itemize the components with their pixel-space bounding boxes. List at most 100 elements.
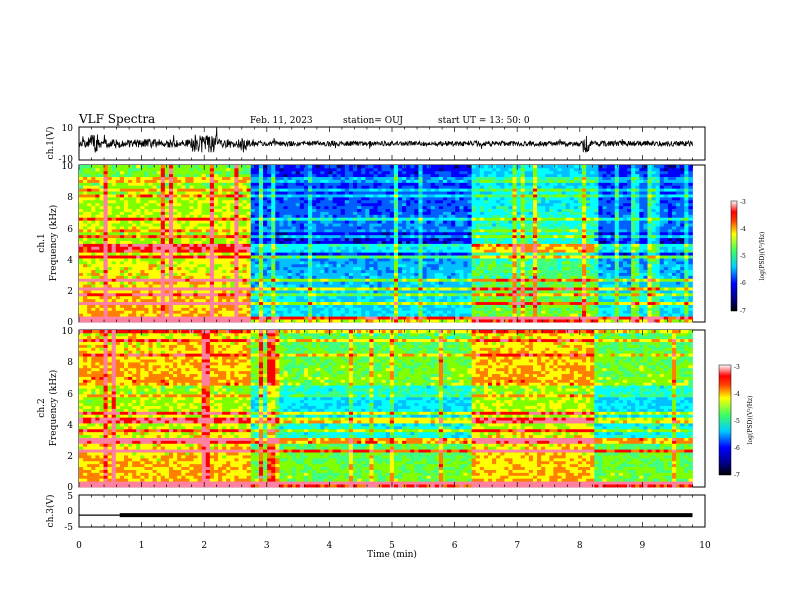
spectrogram-cell	[115, 237, 121, 241]
spectrogram-cell	[144, 223, 149, 227]
spectrogram-cell	[385, 255, 391, 259]
spectrogram-cell	[254, 246, 260, 250]
spectrogram-cell	[160, 266, 166, 271]
spectrogram-cell	[238, 281, 243, 285]
spectrogram-cell	[422, 249, 428, 253]
spectrogram-cell	[160, 234, 166, 239]
spectrogram-cell	[107, 170, 113, 175]
spectrogram-cell	[144, 281, 149, 285]
spectrogram-cell	[385, 272, 391, 276]
spectrogram-cell	[275, 284, 280, 288]
spectrogram-cell	[320, 205, 325, 210]
spectrogram-cell	[393, 223, 399, 227]
spectrogram-cell	[111, 281, 117, 285]
spectrogram-cell	[95, 228, 100, 233]
spectrogram-cell	[279, 258, 284, 262]
spectrogram-cell	[197, 249, 203, 253]
spectrogram-cell	[242, 223, 248, 227]
spectrogram-cell	[107, 269, 113, 273]
spectrogram-cell	[181, 194, 186, 198]
spectrogram-cell	[250, 252, 256, 256]
spectrogram-cell	[197, 167, 203, 172]
spectrogram-cell	[303, 211, 309, 215]
spectrogram-cell	[422, 182, 428, 186]
spectrogram-cell	[357, 208, 362, 212]
spectrogram-cell	[222, 228, 227, 233]
spectrogram-cell	[320, 226, 325, 230]
spectrogram-cell	[320, 298, 325, 303]
spectrogram-cell	[254, 255, 260, 259]
spectrogram-cell	[402, 231, 407, 236]
spectrogram-cell	[348, 290, 354, 294]
spectrogram-cell	[95, 258, 100, 262]
spectrogram-cell	[287, 182, 293, 186]
spectrogram-cell	[254, 304, 260, 308]
spectrogram-cell	[193, 252, 199, 256]
spectrogram-cell	[438, 182, 444, 186]
spectrogram-cell	[336, 185, 342, 189]
spectrogram-cell	[230, 170, 235, 175]
spectrogram-cell	[316, 211, 321, 215]
spectrogram-cell	[361, 170, 366, 175]
spectrogram-cell	[152, 319, 158, 323]
spectrogram-cell	[201, 237, 207, 241]
spectrogram-cell	[128, 234, 133, 239]
spectrogram-cell	[365, 226, 370, 230]
spectrogram-cell	[99, 319, 104, 323]
spectrogram-cell	[381, 266, 387, 271]
spectrogram-cell	[140, 275, 145, 279]
spectrogram-cell	[303, 260, 309, 265]
spectrogram-cell	[226, 307, 231, 311]
spectrogram-cell	[295, 211, 301, 215]
spectrogram-cell	[95, 220, 100, 224]
spectrogram-cell	[226, 237, 231, 241]
spectrogram-cell	[156, 252, 162, 256]
spectrogram-cell	[308, 199, 313, 204]
spectrogram-cell	[291, 295, 297, 300]
spectrogram-cell	[406, 202, 411, 207]
spectrogram-cell	[316, 205, 321, 210]
spectrogram-cell	[320, 319, 325, 323]
spectrogram-cell	[344, 281, 350, 285]
spectrogram-cell	[434, 211, 440, 215]
spectrogram-cell	[324, 223, 329, 227]
spectrogram-cell	[385, 228, 391, 233]
spectrogram-cell	[91, 295, 96, 300]
spectrogram-cell	[336, 243, 342, 247]
spectrogram-cell	[234, 170, 239, 175]
spectrogram-cell	[316, 278, 321, 282]
spectrogram-cell	[430, 226, 436, 230]
spectrogram-cell	[95, 170, 100, 175]
spectrogram-cell	[160, 269, 166, 273]
spectrogram-cell	[308, 272, 313, 276]
spectrogram-cell	[344, 231, 350, 236]
spectrogram-cell	[173, 246, 178, 250]
spectrogram-cell	[303, 319, 309, 323]
spectrogram-cell	[393, 191, 399, 195]
spectrogram-cell	[381, 292, 387, 297]
spectrogram-cell	[279, 202, 284, 207]
spectrogram-cell	[447, 287, 452, 291]
spectrogram-cell	[246, 284, 252, 288]
spectrogram-cell	[181, 173, 186, 178]
spectrogram-cell	[381, 199, 387, 204]
spectrogram-cell	[193, 176, 199, 180]
spectrogram-cell	[91, 292, 96, 297]
spectrogram-cell	[197, 281, 203, 285]
spectrogram-cell	[357, 170, 362, 175]
spectrogram-cell	[173, 188, 178, 192]
spectrogram-cell	[291, 188, 297, 192]
spectrogram-cell	[402, 287, 407, 291]
spectrogram-cell	[209, 275, 215, 279]
spectrogram-cell	[99, 167, 104, 172]
spectrogram-cell	[344, 205, 350, 210]
spectrogram-cell	[320, 255, 325, 259]
spectrogram-cell	[238, 266, 243, 271]
spectrogram-cell	[336, 205, 342, 210]
spectrogram-cell	[275, 231, 280, 236]
spectrogram-cell	[328, 249, 333, 253]
spectrogram-cell	[213, 237, 219, 241]
spectrogram-cell	[148, 234, 154, 239]
spectrogram-cell	[336, 287, 342, 291]
spectrogram-cell	[226, 231, 231, 236]
